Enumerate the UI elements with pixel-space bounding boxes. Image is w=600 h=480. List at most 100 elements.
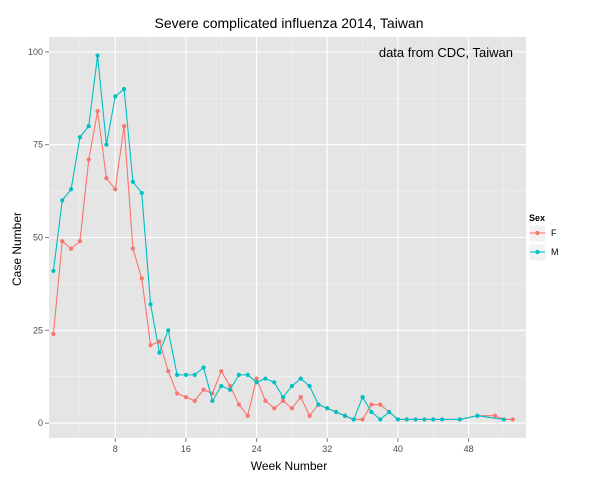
series-m-point [307,383,312,389]
series-m-point [316,402,321,407]
x-tick-label: 40 [393,444,403,454]
series-m-point [395,417,401,422]
series-f-point [245,413,250,418]
series-f-point [148,343,153,348]
series-m-point [298,376,303,381]
series-m-point [157,350,162,355]
series-m-point [60,198,65,203]
series-f-point [360,417,365,422]
series-m-point [210,398,215,403]
x-tick-label: 48 [464,444,474,454]
series-m-point [501,417,507,422]
series-m-point [351,417,356,422]
series-m-point [289,383,295,389]
legend-item-f: F [528,224,557,243]
series-m-point [113,94,118,99]
series-m-point [227,387,233,392]
series-f-point [510,417,515,422]
y-axis-ticks: 0 25 50 75 100 [28,47,49,428]
series-f-point [60,239,65,244]
series-m-point [457,417,462,422]
series-f-point [236,402,242,407]
series-f-point [289,406,295,411]
series-f-point [95,109,100,114]
series-m [51,53,507,422]
series-f-point [298,395,303,400]
series-f-point [280,398,286,403]
series-m-point [280,395,286,400]
series-f-point [272,406,277,411]
series-m-point [166,328,171,333]
legend-label-f: F [551,228,557,238]
series-f-point [139,276,144,281]
series-f-point [121,124,127,129]
series-m-point [342,413,348,418]
legend-title: Sex [529,213,545,223]
series-f-point [104,175,109,181]
series-m-point [148,302,153,307]
series-f-point [492,413,498,418]
series-f-point [307,413,312,418]
series-m-point [360,395,365,400]
series-m-point [139,190,144,196]
series-f-point [174,391,180,396]
series-f-point [263,398,268,403]
legend-key-point-m [535,249,540,255]
series-m-point [272,380,277,385]
series-f-point [113,187,118,192]
series-f-point [378,402,383,407]
major-gridlines [49,37,526,438]
series-f-point [192,398,197,403]
series-m-point [431,417,436,422]
x-tick-label: 32 [322,444,332,454]
series-m-point [386,409,392,415]
series-m-point [192,372,197,377]
series-f-point [183,395,189,400]
series-m-point [378,417,383,422]
series-m-point [369,409,374,415]
x-tick-label: 16 [181,444,191,454]
series-m-point [236,372,242,377]
series-layer [51,53,515,422]
series-f-point [68,246,74,251]
series-m-point [130,179,136,184]
chart-title: Severe complicated influenza 2014, Taiwa… [154,15,423,31]
series-m-point [439,417,445,422]
series-f-point [219,369,224,374]
series-m-point [245,372,250,377]
series-m-point [422,417,427,422]
series-m-point [201,365,206,370]
series-m-point [325,406,330,411]
series-m-point [183,372,189,377]
series-f-point [166,369,171,374]
series-f-point [130,246,136,251]
legend: Sex FM [528,213,559,262]
y-tick-label: 0 [38,418,43,428]
series-m-point [263,376,268,381]
x-tick-label: 8 [113,444,118,454]
series-f-point [51,331,56,337]
series-m-point [174,372,180,377]
series-m-point [333,409,339,415]
series-f-point [254,376,259,381]
x-tick-label: 24 [252,444,262,454]
series-m-point [86,124,91,129]
series-f-point [77,239,83,244]
x-axis-title: Week Number [251,459,327,473]
legend-item-m: M [528,243,559,262]
series-m-point [68,187,74,192]
series-m-point [404,417,409,422]
series-f-point [210,391,215,396]
series-m-point [77,135,83,140]
series-m-point [51,268,56,274]
data-source-annotation: data from CDC, Taiwan [379,45,513,60]
y-tick-label: 50 [33,233,43,243]
series-m-point [254,380,259,385]
y-tick-label: 75 [33,140,43,150]
x-axis-ticks: 8 16 24 32 40 48 [113,438,474,454]
series-f-point [86,157,91,162]
series-m-point [413,417,418,422]
series-m-point [121,86,127,92]
legend-key-point-f [535,230,540,236]
legend-label-m: M [551,247,559,257]
